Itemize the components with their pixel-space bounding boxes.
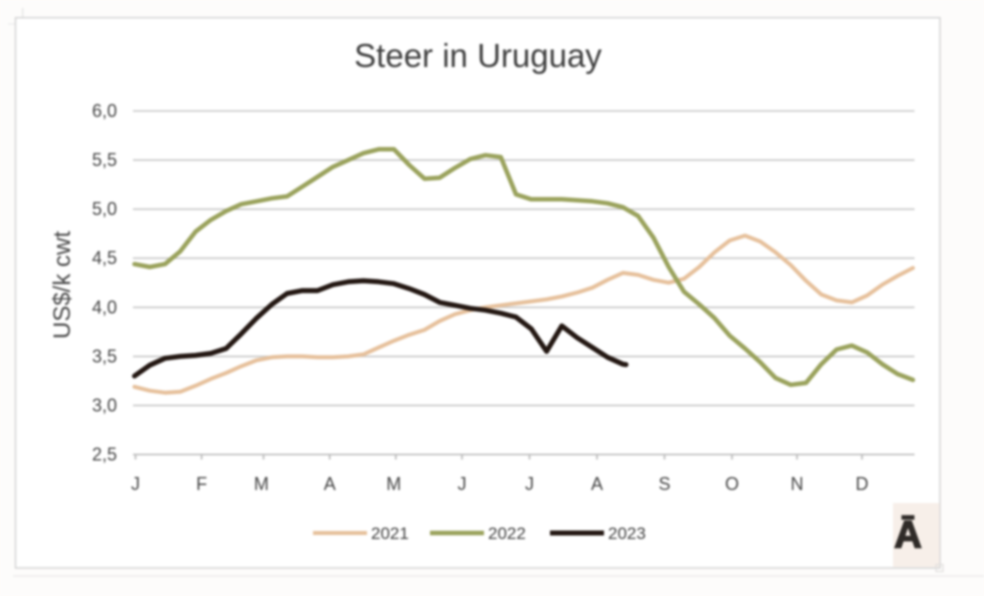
svg-text:J: J: [525, 474, 534, 494]
svg-text:A: A: [324, 474, 336, 494]
svg-text:Ā: Ā: [894, 515, 921, 557]
svg-text:J: J: [131, 474, 140, 494]
svg-text:3,0: 3,0: [92, 395, 117, 415]
svg-text:N: N: [791, 474, 804, 494]
svg-text:3,5: 3,5: [92, 346, 117, 366]
svg-text:4,0: 4,0: [92, 297, 117, 317]
svg-text:6,0: 6,0: [92, 101, 117, 121]
svg-text:O: O: [725, 474, 739, 494]
svg-text:J: J: [458, 474, 467, 494]
svg-text:D: D: [856, 474, 869, 494]
svg-text:A: A: [591, 474, 603, 494]
svg-text:US$/k cwt: US$/k cwt: [49, 231, 76, 339]
svg-text:4,5: 4,5: [92, 248, 117, 268]
svg-text:F: F: [196, 474, 207, 494]
svg-text:5,0: 5,0: [92, 199, 117, 219]
svg-text:M: M: [386, 474, 401, 494]
svg-text:S: S: [658, 474, 670, 494]
svg-text:2023: 2023: [608, 524, 646, 543]
svg-text:2,5: 2,5: [92, 445, 117, 465]
svg-text:Steer in Uruguay: Steer in Uruguay: [354, 37, 602, 74]
svg-text:5,5: 5,5: [92, 150, 117, 170]
svg-text:2021: 2021: [371, 524, 409, 543]
svg-text:2022: 2022: [488, 524, 526, 543]
svg-text:M: M: [254, 474, 269, 494]
